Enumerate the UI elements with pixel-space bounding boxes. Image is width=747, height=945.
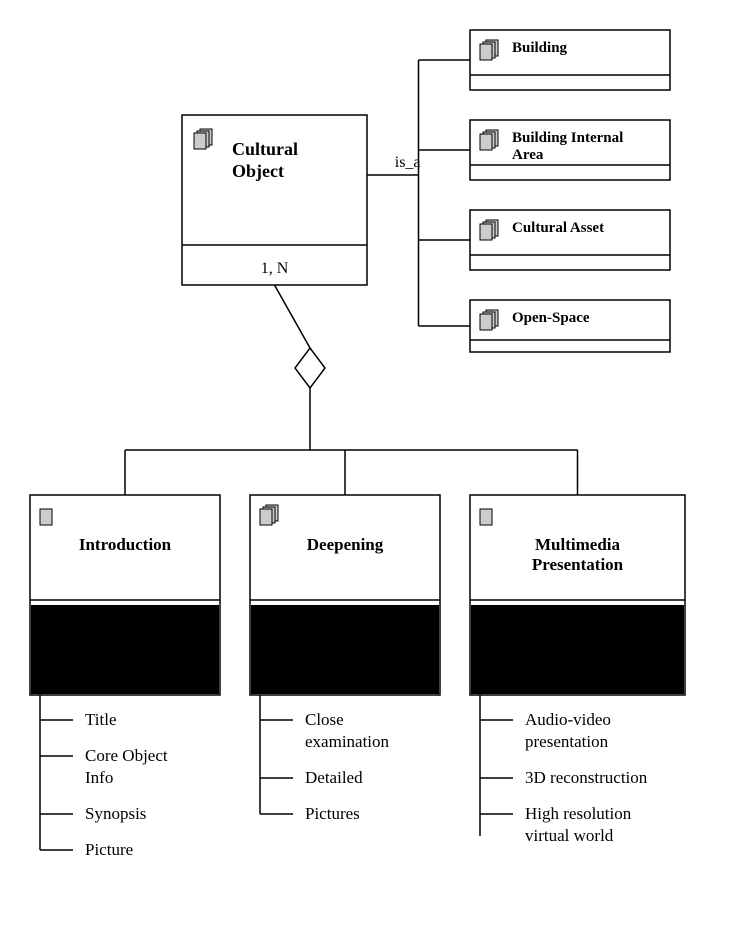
subtype-node-3: Open-Space [470, 300, 670, 352]
part-title-multimedia: MultimediaPresentation [532, 535, 624, 574]
part-node-introduction: Introduction Title Core ObjectInfo Synopsis… [30, 495, 220, 859]
attr-multimedia-1: 3D reconstruction [525, 768, 648, 787]
node-cultural-object: CulturalObject1, N [182, 115, 367, 285]
attr-introduction-2: Synopsis [85, 804, 146, 823]
attr-introduction-3: Picture [85, 840, 133, 859]
attr-deepening-2: Pictures [305, 804, 360, 823]
attr-deepening-1: Detailed [305, 768, 363, 787]
part-node-multimedia: MultimediaPresentation Audio-videopresent… [470, 495, 685, 845]
subtype-title-2: Cultural Asset [512, 220, 604, 236]
stack-icon [480, 130, 498, 150]
cardinality-label: 1, N [261, 260, 289, 277]
attr-multimedia-0: Audio-videopresentation [525, 710, 611, 751]
subtype-title-0: Building [512, 40, 568, 56]
part-node-deepening: Deepening Closeexamination Detailed Picture… [250, 495, 440, 823]
stack-icon [480, 220, 498, 240]
attr-introduction-0: Title [85, 710, 117, 729]
stack-icon [194, 129, 212, 149]
subtype-node-0: Building [470, 30, 670, 90]
card-icon [480, 509, 492, 525]
card-icon [40, 509, 52, 525]
aggregation-diamond [295, 348, 325, 388]
attr-introduction-1: Core ObjectInfo [85, 746, 168, 787]
part-title-introduction: Introduction [79, 535, 172, 554]
part-title-deepening: Deepening [307, 535, 384, 554]
subtype-node-2: Cultural Asset [470, 210, 670, 270]
stack-icon [480, 40, 498, 60]
attr-multimedia-2: High resolutionvirtual world [525, 804, 632, 845]
is-a-label: is_a [395, 154, 421, 171]
attr-deepening-0: Closeexamination [305, 710, 390, 751]
subtype-node-1: Building InternalArea [470, 120, 670, 180]
stack-icon [260, 505, 278, 525]
subtype-title-3: Open-Space [512, 310, 590, 326]
stack-icon [480, 310, 498, 330]
